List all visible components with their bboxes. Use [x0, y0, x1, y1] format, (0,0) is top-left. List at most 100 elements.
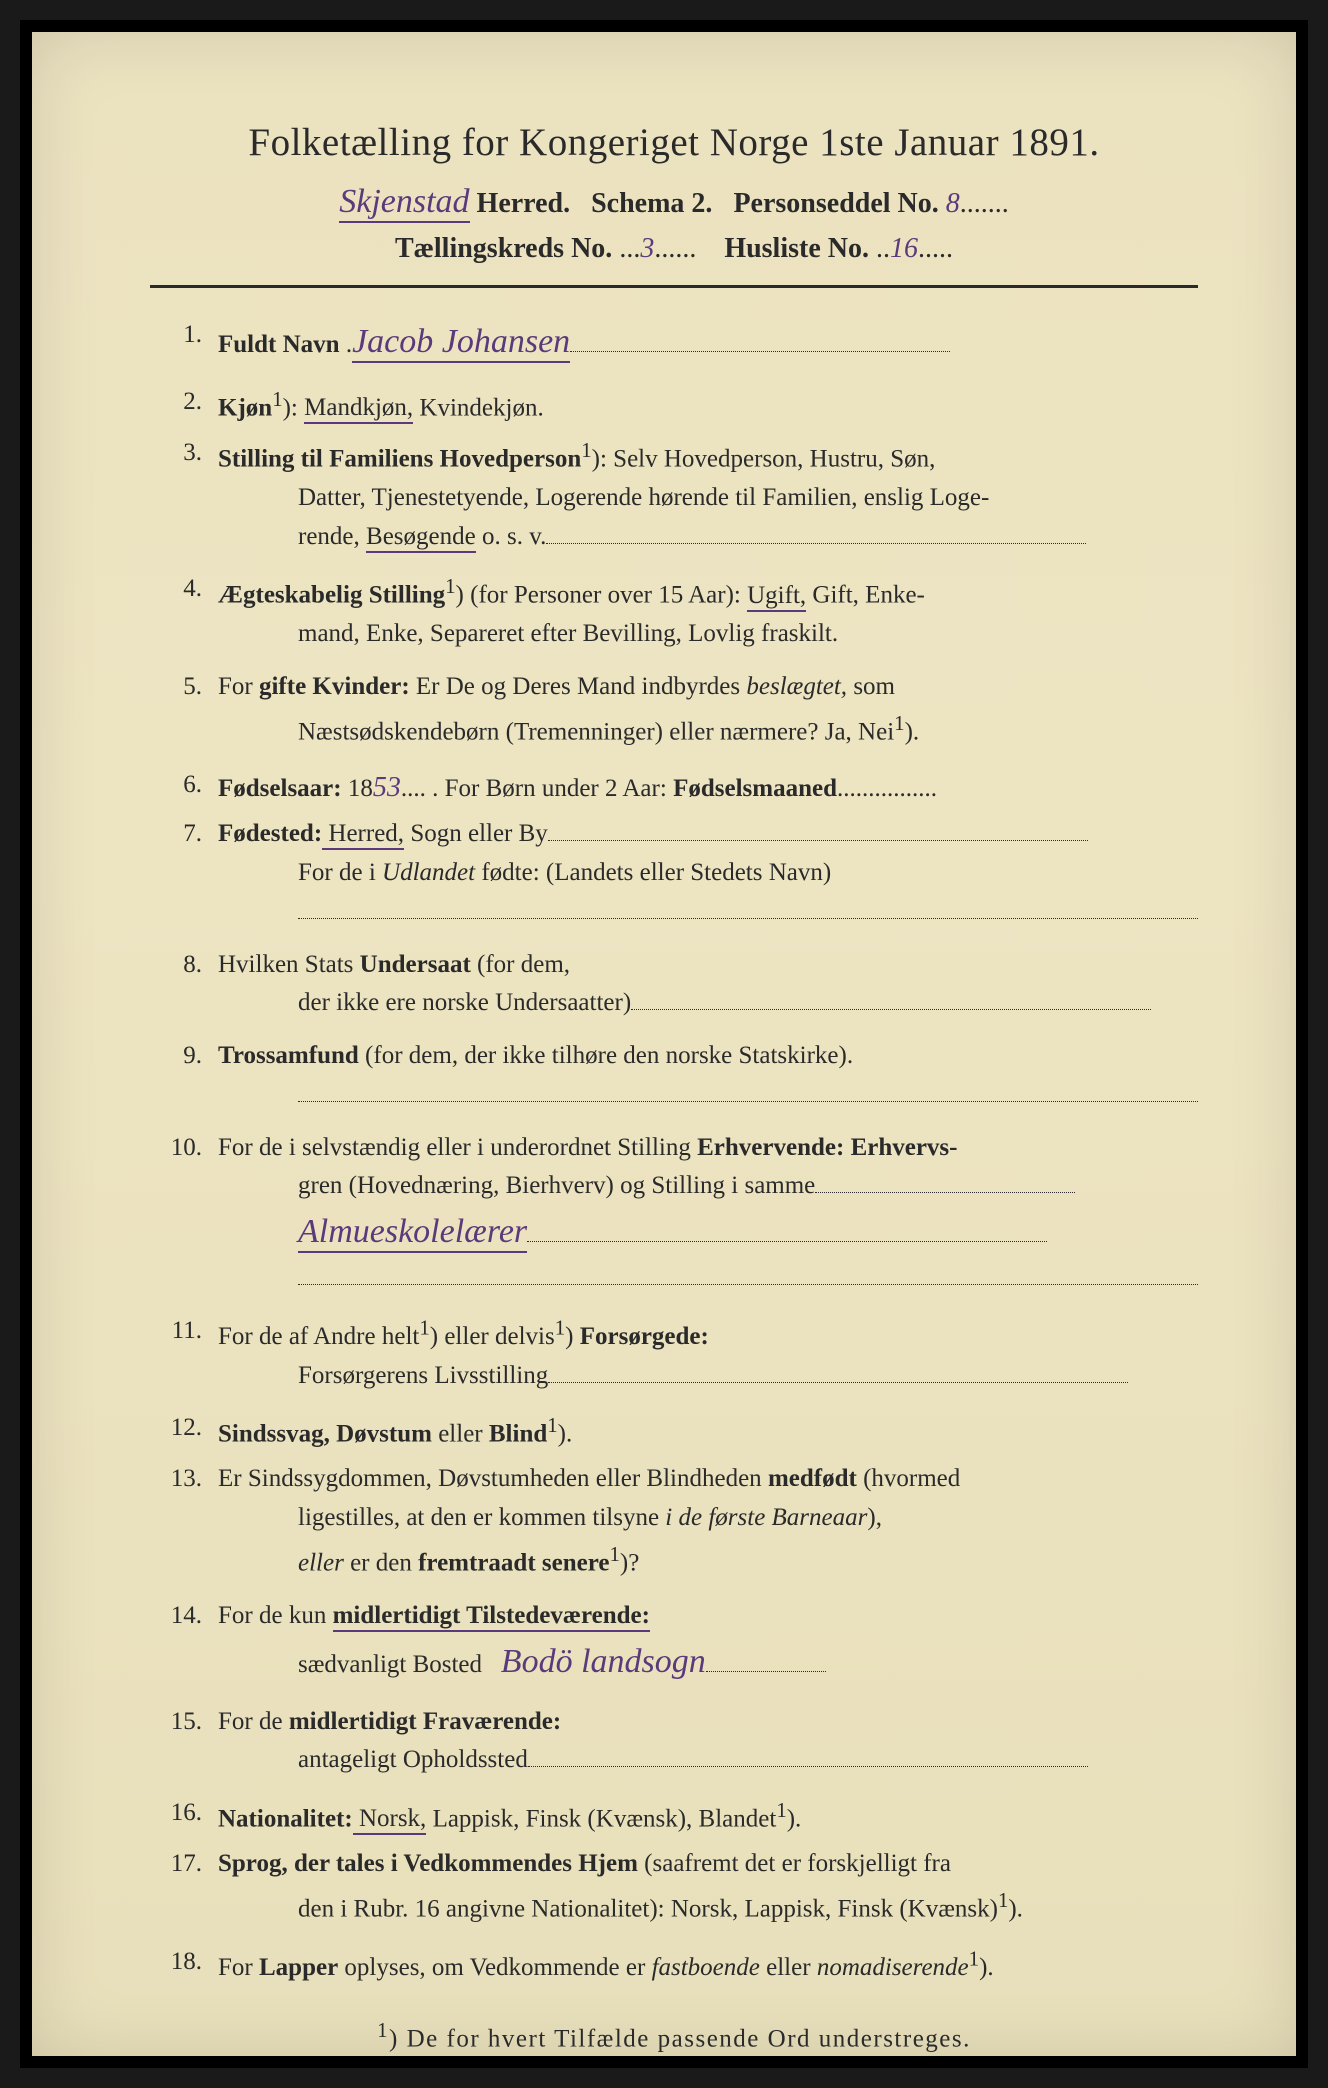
item-8: 8. Hvilken Stats Undersaat (for dem, der… [162, 946, 1198, 1024]
label: Fødselsaar: [218, 775, 342, 802]
dotfill [570, 351, 950, 352]
dotfill [527, 1241, 1047, 1242]
line2: sædvanligt Bosted Bodö landsogn [218, 1636, 1198, 1689]
label2: Fødselsmaaned [673, 775, 837, 802]
header-row-1: Skjenstad Herred. Schema 2. Personseddel… [150, 183, 1198, 221]
rest: Lappisk, Finsk (Kvænsk), Blandet [426, 1805, 776, 1832]
line3: Almueskolelærer [218, 1206, 1198, 1259]
line1: For de i selvstændig eller i underordnet… [218, 1134, 958, 1161]
dotfill [548, 840, 1088, 841]
mid: .... . For Børn under 2 Aar: [401, 775, 673, 802]
line2: ligestilles, at den er kommen tilsyne i … [218, 1499, 1198, 1538]
label2: Blind [489, 1421, 547, 1448]
item-num: 5. [162, 668, 218, 752]
dotfill [706, 1671, 826, 1672]
year-prefix: 18 [342, 775, 373, 802]
personseddel-label: Personseddel No. [733, 188, 938, 219]
dots: ...... [654, 233, 696, 264]
label: Trossamfund [218, 1042, 359, 1069]
line4 [218, 1259, 1198, 1298]
herred-handwritten: Skjenstad [339, 183, 469, 223]
mid: eller [432, 1421, 489, 1448]
item-6: 6. Fødselsaar: 1853.... . For Børn under… [162, 766, 1198, 809]
item-15: 15. For de midlertidigt Fraværende: anta… [162, 1703, 1198, 1781]
item-num: 4. [162, 570, 218, 654]
line3: eller er den fremtraadt senere1)? [218, 1538, 1198, 1583]
label: Sindssvag, Døvstum [218, 1421, 432, 1448]
form-body: 1. Fuldt Navn .Jacob Johansen 2. Kjøn1):… [150, 316, 1198, 1988]
end: ). [558, 1421, 573, 1448]
item-num: 11. [162, 1312, 218, 1396]
item-17: 17. Sprog, der tales i Vedkommendes Hjem… [162, 1845, 1198, 1929]
line1: For Lapper oplyses, om Vedkommende er fa… [218, 1954, 994, 1981]
herred-label: Herred. [477, 188, 571, 219]
line2: Forsørgerens Livsstilling [218, 1357, 1198, 1396]
item-num: 18. [162, 1943, 218, 1988]
line1: Hvilken Stats Undersaat (for dem, [218, 951, 570, 978]
kreds-no: 3 [640, 233, 654, 264]
footnote-sup: 1 [377, 2018, 389, 2042]
dotfill [631, 1009, 1151, 1010]
dotfill [815, 1192, 1075, 1193]
kreds-label: Tællingskreds No. [395, 233, 612, 264]
line2: den i Rubr. 16 angivne Nationalitet): No… [218, 1884, 1198, 1929]
rest: Sogn eller By [404, 820, 548, 847]
item-num: 10. [162, 1129, 218, 1298]
item-num: 9. [162, 1037, 218, 1115]
line2: For de i Udlandet fødte: (Landets eller … [218, 854, 1198, 893]
rest: (for dem, der ikke tilhøre den norske St… [359, 1042, 853, 1069]
line1: For gifte Kvinder: Er De og Deres Mand i… [218, 673, 895, 700]
item-num: 8. [162, 946, 218, 1024]
name-hw: Jacob Johansen [352, 323, 570, 363]
item-5: 5. For gifte Kvinder: Er De og Deres Man… [162, 668, 1198, 752]
item-10: 10. For de i selvstændig eller i underor… [162, 1129, 1198, 1298]
item-1: 1. Fuldt Navn .Jacob Johansen [162, 316, 1198, 369]
line1: For de kun midlertidigt Tilstedeværende: [218, 1602, 650, 1632]
item-16: 16. Nationalitet: Norsk, Lappisk, Finsk … [162, 1794, 1198, 1839]
dotfill [298, 1101, 1198, 1102]
item-9: 9. Trossamfund (for dem, der ikke tilhør… [162, 1037, 1198, 1115]
label: Fuldt Navn [218, 331, 340, 358]
underlined: Norsk, [353, 1805, 427, 1835]
husliste-no: 16 [890, 233, 918, 264]
underlined: Herred, [322, 820, 404, 850]
year-hw: 53 [373, 772, 401, 803]
item-num: 7. [162, 815, 218, 931]
main-title: Folketælling for Kongeriget Norge 1ste J… [150, 120, 1198, 165]
line1: ) (for Personer over 15 Aar): Ugift, Gif… [456, 582, 925, 612]
dotfill [298, 1284, 1198, 1285]
item-11: 11. For de af Andre helt1) eller delvis1… [162, 1312, 1198, 1396]
header-row-2: Tællingskreds No. ...3...... Husliste No… [150, 233, 1198, 265]
line2: Næstsødskendebørn (Tremenninger) eller n… [218, 707, 1198, 752]
footnote: 1) De for hvert Tilfælde passende Ord un… [150, 2018, 1198, 2053]
item-num: 16. [162, 1794, 218, 1839]
item-num: 3. [162, 434, 218, 557]
label: Stilling til Familiens Hovedperson [218, 445, 581, 472]
dotfill [528, 1766, 1088, 1767]
item-num: 17. [162, 1845, 218, 1929]
line2: gren (Hovednæring, Bierhverv) og Stillin… [218, 1167, 1198, 1206]
label: Fødested: [218, 820, 322, 847]
label: Ægteskabelig Stilling [218, 582, 445, 609]
item-num: 12. [162, 1409, 218, 1454]
line1: ): Selv Hovedperson, Hustru, Søn, [592, 445, 936, 472]
item-num: 13. [162, 1460, 218, 1583]
text: ): Mandkjøn, Kvindekjøn. [283, 394, 544, 424]
personseddel-no: 8 [946, 188, 960, 219]
label: Nationalitet: [218, 1805, 353, 1832]
sup: 1 [776, 1798, 786, 1822]
line1: For de af Andre helt1) eller delvis1) Fo… [218, 1323, 709, 1350]
header-divider [150, 285, 1198, 288]
label: Kjøn [218, 394, 272, 421]
item-12: 12. Sindssvag, Døvstum eller Blind1). [162, 1409, 1198, 1454]
item-4: 4. Ægteskabelig Stilling1) (for Personer… [162, 570, 1198, 654]
census-form-page: Folketælling for Kongeriget Norge 1ste J… [20, 20, 1308, 2068]
dotfill [546, 543, 1086, 544]
dots: ....... [960, 188, 1009, 219]
end: ). [787, 1805, 802, 1832]
sup: 1 [547, 1413, 557, 1437]
husliste-label: Husliste No. [724, 233, 869, 264]
footnote-text: ) De for hvert Tilfælde passende Ord und… [389, 2025, 971, 2052]
item-num: 14. [162, 1597, 218, 1688]
item-7: 7. Fødested: Herred, Sogn eller By For d… [162, 815, 1198, 931]
